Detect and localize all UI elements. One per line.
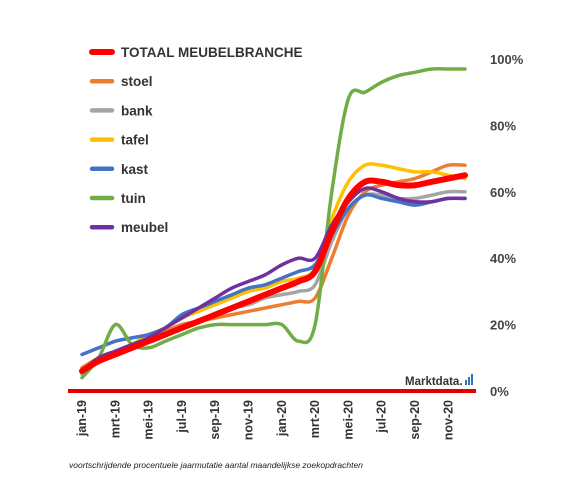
y-tick-label: 0% [490,384,509,399]
x-tick-label: sep-20 [408,400,422,440]
x-tick-label: jul-19 [175,400,189,434]
y-axis-ticks: 0% 20% 40% 60% 80% 100% [490,52,524,399]
series-line-totaal-meubelbranche [79,172,468,375]
series-line-tuin [80,66,467,380]
series-line-kast [80,192,467,357]
x-tick-label: mei-19 [142,400,156,440]
brand-bar-icon [465,380,467,385]
x-tick-label: mrt-19 [108,400,122,438]
y-tick-label: 80% [490,118,516,133]
x-tick-label: jan-19 [75,400,89,437]
x-tick-label: nov-19 [242,400,256,440]
legend-label-tuin: tuin [121,191,146,206]
legend-label-meubel: meubel [121,220,168,235]
legend-label-totaal-meubelbranche: TOTAAL MEUBELBRANCHE [121,45,303,60]
brand-bar-icon [471,374,473,385]
legend-label-bank: bank [121,103,153,118]
legend-label-stoel: stoel [121,74,153,89]
footnote: voortschrijdende procentuele jaarmutatie… [69,460,363,470]
y-tick-label: 60% [490,185,516,200]
y-tick-label: 100% [490,52,524,67]
x-tick-label: jan-20 [275,400,289,437]
x-axis-ticks: jan-19 mrt-19 mei-19 jul-19 sep-19 nov-19 jan-… [75,400,455,440]
brand-logo: Marktdata. [405,374,473,388]
brand-bar-icon [468,377,470,385]
x-tick-label: mrt-20 [308,400,322,438]
brand-text: Marktdata. [405,376,463,388]
y-tick-label: 20% [490,318,516,333]
x-tick-label: jul-20 [375,400,389,434]
legend: TOTAAL MEUBELBRANCHE stoel bank tafel kast tu… [89,45,303,235]
y-tick-label: 40% [490,251,516,266]
x-tick-label: nov-20 [441,400,455,440]
legend-label-tafel: tafel [121,133,149,148]
x-tick-label: sep-19 [208,400,222,440]
x-tick-label: mei-20 [341,400,355,440]
series-layer [79,66,468,380]
legend-label-kast: kast [121,162,149,177]
